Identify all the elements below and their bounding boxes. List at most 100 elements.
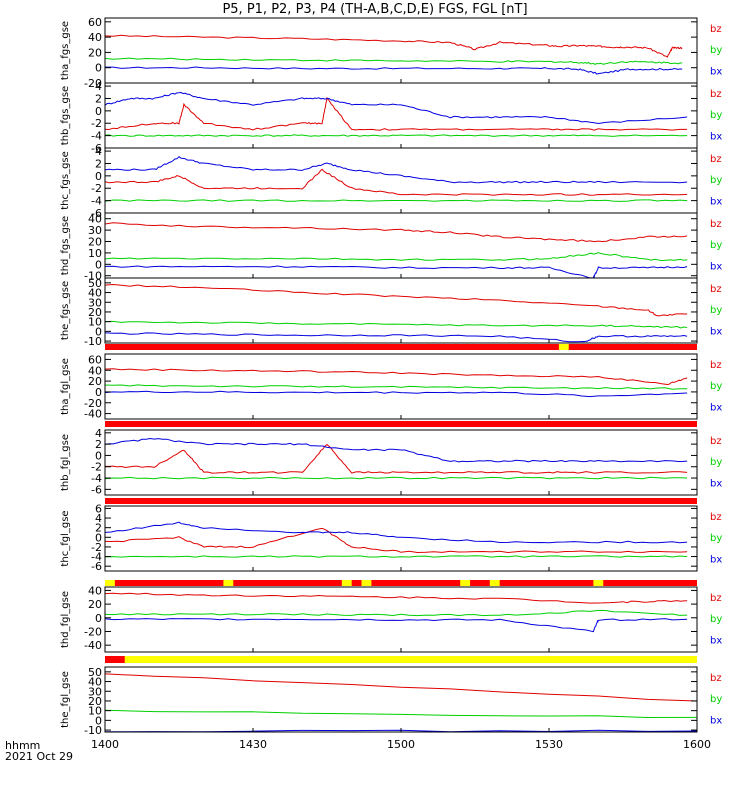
legend-by-thc_fgl_gse: by xyxy=(710,533,722,544)
panel-frame-the_fgl_gse xyxy=(104,666,698,733)
legend-by-thb_fgl_gse: by xyxy=(710,457,722,468)
panel-frame-thb_fgs_gse xyxy=(104,82,698,149)
legend-bz-thc_fgs_gse: bz xyxy=(710,154,722,165)
series-by-thb_fgs_gse xyxy=(104,134,688,137)
series-bz-thd_fgs_gse xyxy=(104,222,688,243)
y-tick-label-tha_fgs_gse-0: 60 xyxy=(88,16,102,29)
mode-bar-3-yellow-0 xyxy=(105,580,115,586)
series-bx-thb_fgl_gse xyxy=(104,437,688,463)
legend-bx-thc_fgl_gse: bx xyxy=(710,554,722,565)
y-tick-label-thd_fgl_gse-0: 40 xyxy=(88,584,102,597)
y-tick-label-thc_fgl_gse-4: -2 xyxy=(91,541,102,554)
y-axis-label-the_fgs_gse: the_fgs_gse xyxy=(60,281,71,340)
y-tick-label-tha_fgl_gse-2: 20 xyxy=(88,375,102,388)
y-tick-label-tha_fgs_gse-2: 20 xyxy=(88,46,102,59)
y-tick-label-thd_fgl_gse-2: 0 xyxy=(95,612,102,625)
legend-bx-tha_fgs_gse: bx xyxy=(710,66,722,77)
x-axis-label-hhmm: hhmm xyxy=(5,739,41,752)
y-tick-label-the_fgs_gse-6: -10 xyxy=(84,335,102,348)
y-tick-label-thb_fgl_gse-1: 2 xyxy=(95,438,102,451)
mode-bar-3-yellow-6 xyxy=(593,580,604,586)
mode-bar-1 xyxy=(105,421,697,427)
y-tick-label-tha_fgl_gse-5: -40 xyxy=(84,408,102,421)
panel-frame-thc_fgl_gse xyxy=(104,505,698,572)
y-axis-label-thc_fgl_gse: thc_fgl_gse xyxy=(60,510,71,566)
y-tick-label-thb_fgl_gse-3: -2 xyxy=(91,461,102,474)
y-tick-label-thc_fgl_gse-5: -4 xyxy=(91,551,102,564)
y-tick-label-thd_fgs_gse-2: 20 xyxy=(88,236,102,249)
legend-bx-thd_fgs_gse: bx xyxy=(710,261,722,272)
series-bz-tha_fgs_gse xyxy=(104,34,683,58)
y-tick-label-thb_fgl_gse-4: -4 xyxy=(91,472,102,485)
legend-bx-thb_fgl_gse: bx xyxy=(710,478,722,489)
mode-bar-3-yellow-2 xyxy=(341,580,352,586)
legend-bz-thd_fgl_gse: bz xyxy=(710,593,722,604)
x-tick-label-1: 1430 xyxy=(239,738,267,751)
x-tick-label-3: 1530 xyxy=(535,738,563,751)
legend-bz-thc_fgl_gse: bz xyxy=(710,512,722,523)
y-axis-label-tha_fgs_gse: tha_fgs_gse xyxy=(60,21,71,80)
y-tick-label-thd_fgl_gse-4: -40 xyxy=(84,639,102,652)
y-tick-label-thc_fgl_gse-2: 2 xyxy=(95,522,102,535)
series-bx-tha_fgs_gse xyxy=(105,66,683,75)
y-tick-label-tha_fgl_gse-1: 40 xyxy=(88,364,102,377)
series-bz-the_fgs_gse xyxy=(104,283,688,317)
y-tick-label-tha_fgs_gse-4: -20 xyxy=(84,77,102,90)
y-tick-label-thc_fgs_gse-2: 0 xyxy=(95,170,102,183)
y-tick-label-thb_fgs_gse-3: -2 xyxy=(91,117,102,130)
y-axis-label-the_fgl_gse: the_fgl_gse xyxy=(60,671,71,728)
y-tick-label-the_fgs_gse-1: 40 xyxy=(88,287,102,300)
legend-bz-tha_fgl_gse: bz xyxy=(710,360,722,371)
y-tick-label-the_fgs_gse-4: 10 xyxy=(88,316,102,329)
y-tick-label-thc_fgs_gse-5: -6 xyxy=(91,207,102,220)
y-tick-label-tha_fgs_gse-3: 0 xyxy=(95,62,102,75)
series-bz-thb_fgs_gse xyxy=(104,96,688,131)
x-tick-label-2: 1500 xyxy=(387,738,415,751)
y-tick-label-the_fgl_gse-2: 30 xyxy=(88,685,102,698)
series-by-thc_fgs_gse xyxy=(104,199,688,202)
series-by-thc_fgl_gse xyxy=(104,555,688,558)
series-by-thd_fgs_gse xyxy=(104,252,688,262)
panel-tha_fgs_gse: 60 40 20 0 -20 tha_fgs_gse bz by bx xyxy=(60,16,722,90)
series-bx-thc_fgs_gse xyxy=(104,156,688,184)
y-tick-label-thb_fgs_gse-2: 0 xyxy=(95,105,102,118)
y-tick-label-thb_fgl_gse-2: 0 xyxy=(95,449,102,462)
legend-bx-thb_fgs_gse: bx xyxy=(710,131,722,142)
legend-bz-the_fgs_gse: bz xyxy=(710,284,722,295)
legend-by-thd_fgl_gse: by xyxy=(710,614,722,625)
mode-bar-0 xyxy=(105,344,697,350)
legend-bz-tha_fgs_gse: bz xyxy=(710,24,722,35)
y-tick-label-thc_fgs_gse-0: 4 xyxy=(95,145,102,158)
y-tick-label-the_fgl_gse-0: 50 xyxy=(88,666,102,679)
series-bx-thb_fgs_gse xyxy=(104,91,688,125)
series-bz-tha_fgl_gse xyxy=(104,368,688,386)
y-axis-label-tha_fgl_gse: tha_fgl_gse xyxy=(60,358,71,415)
y-tick-label-thd_fgl_gse-3: -20 xyxy=(84,625,102,638)
series-by-thd_fgl_gse xyxy=(104,609,688,617)
y-axis-label-thc_fgs_gse: thc_fgs_gse xyxy=(60,151,71,210)
y-tick-label-the_fgs_gse-3: 20 xyxy=(88,306,102,319)
mode-bar-3-yellow-1 xyxy=(223,580,234,586)
y-tick-label-thd_fgl_gse-1: 20 xyxy=(88,598,102,611)
series-bx-thd_fgl_gse xyxy=(104,618,688,633)
mode-bar-4-yellow-0 xyxy=(124,656,697,663)
y-tick-label-thb_fgs_gse-0: 4 xyxy=(95,80,102,93)
series-by-the_fgl_gse xyxy=(104,709,698,719)
series-by-tha_fgs_gse xyxy=(104,57,683,65)
series-bx-thd_fgs_gse xyxy=(104,265,688,279)
y-tick-label-thc_fgs_gse-3: -2 xyxy=(91,182,102,195)
x-axis-label-date: 2021 Oct 29 xyxy=(5,750,74,763)
series-by-tha_fgl_gse xyxy=(104,384,688,390)
y-axis-label-thd_fgs_gse: thd_fgs_gse xyxy=(60,216,71,275)
series-bz-thc_fgs_gse xyxy=(104,168,688,196)
y-tick-label-thb_fgs_gse-5: -6 xyxy=(91,142,102,155)
legend-by-tha_fgs_gse: by xyxy=(710,45,722,56)
y-tick-label-the_fgs_gse-0: 50 xyxy=(88,277,102,290)
y-axis-label-thd_fgl_gse: thd_fgl_gse xyxy=(60,591,71,648)
series-bz-thb_fgl_gse xyxy=(105,443,688,474)
